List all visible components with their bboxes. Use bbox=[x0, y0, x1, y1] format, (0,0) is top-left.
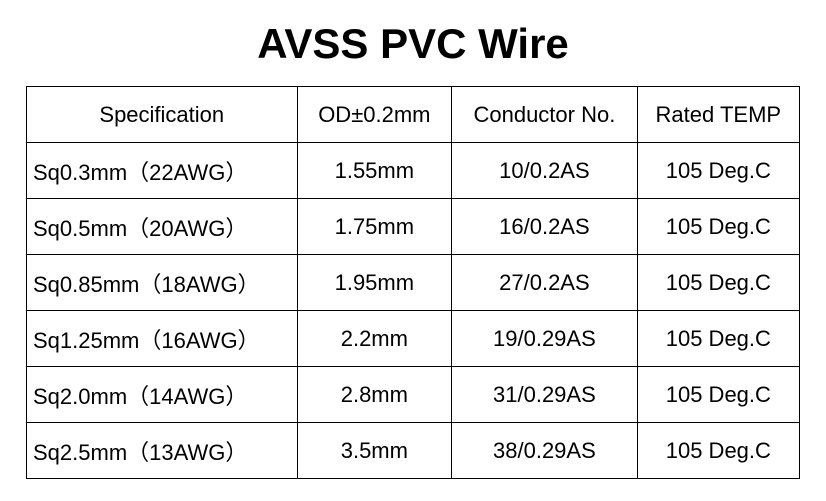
table-row: Sq1.25mm（16AWG） 2.2mm 19/0.29AS 105 Deg.… bbox=[27, 311, 800, 367]
cell-temp: 105 Deg.C bbox=[637, 143, 799, 199]
cell-od: 1.75mm bbox=[297, 199, 452, 255]
cell-conductor: 38/0.29AS bbox=[452, 423, 638, 479]
cell-spec: Sq0.85mm（18AWG） bbox=[27, 255, 298, 311]
cell-temp: 105 Deg.C bbox=[637, 367, 799, 423]
cell-spec: Sq2.0mm（14AWG） bbox=[27, 367, 298, 423]
cell-od: 3.5mm bbox=[297, 423, 452, 479]
cell-od: 2.8mm bbox=[297, 367, 452, 423]
wire-spec-table: Specification OD±0.2mm Conductor No. Rat… bbox=[26, 86, 800, 479]
cell-conductor: 10/0.2AS bbox=[452, 143, 638, 199]
cell-temp: 105 Deg.C bbox=[637, 199, 799, 255]
col-header-od: OD±0.2mm bbox=[297, 87, 452, 143]
table-header-row: Specification OD±0.2mm Conductor No. Rat… bbox=[27, 87, 800, 143]
cell-conductor: 27/0.2AS bbox=[452, 255, 638, 311]
cell-conductor: 16/0.2AS bbox=[452, 199, 638, 255]
col-header-specification: Specification bbox=[27, 87, 298, 143]
cell-od: 2.2mm bbox=[297, 311, 452, 367]
table-row: Sq2.5mm（13AWG） 3.5mm 38/0.29AS 105 Deg.C bbox=[27, 423, 800, 479]
cell-temp: 105 Deg.C bbox=[637, 255, 799, 311]
cell-temp: 105 Deg.C bbox=[637, 423, 799, 479]
table-row: Sq2.0mm（14AWG） 2.8mm 31/0.29AS 105 Deg.C bbox=[27, 367, 800, 423]
cell-spec: Sq0.3mm（22AWG） bbox=[27, 143, 298, 199]
table-row: Sq0.85mm（18AWG） 1.95mm 27/0.2AS 105 Deg.… bbox=[27, 255, 800, 311]
col-header-conductor: Conductor No. bbox=[452, 87, 638, 143]
cell-conductor: 31/0.29AS bbox=[452, 367, 638, 423]
cell-temp: 105 Deg.C bbox=[637, 311, 799, 367]
cell-spec: Sq1.25mm（16AWG） bbox=[27, 311, 298, 367]
cell-od: 1.55mm bbox=[297, 143, 452, 199]
page-title: AVSS PVC Wire bbox=[26, 20, 800, 68]
col-header-temp: Rated TEMP bbox=[637, 87, 799, 143]
table-row: Sq0.5mm（20AWG） 1.75mm 16/0.2AS 105 Deg.C bbox=[27, 199, 800, 255]
cell-conductor: 19/0.29AS bbox=[452, 311, 638, 367]
table-row: Sq0.3mm（22AWG） 1.55mm 10/0.2AS 105 Deg.C bbox=[27, 143, 800, 199]
cell-od: 1.95mm bbox=[297, 255, 452, 311]
cell-spec: Sq0.5mm（20AWG） bbox=[27, 199, 298, 255]
cell-spec: Sq2.5mm（13AWG） bbox=[27, 423, 298, 479]
